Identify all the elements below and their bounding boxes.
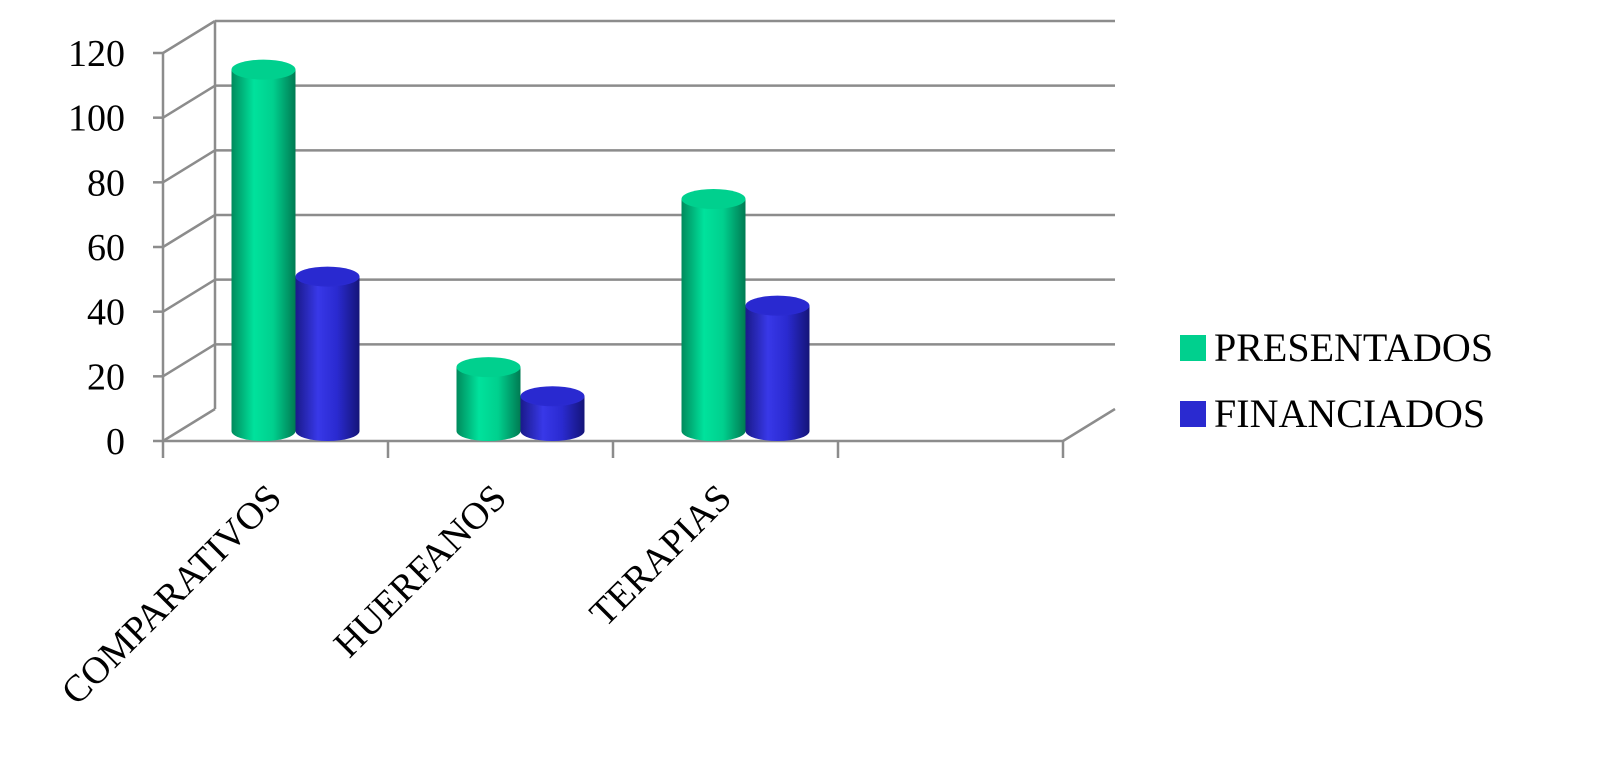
bar-presentados [456,357,521,442]
bar-top-highlight [747,297,808,315]
grid [162,19,1115,443]
y-tick-label: 20 [87,356,125,398]
bar-presentados [681,188,746,442]
legend-label: PRESENTADOS [1214,325,1493,370]
gridline-wall [162,84,216,119]
bar-top-highlight [233,61,294,79]
x-category-label: HUERFANOS [326,477,515,666]
y-tick-label: 40 [87,292,125,334]
x-category-label: COMPARATIVOS [54,477,290,713]
axes [153,21,1116,458]
bars [231,59,810,442]
bar-body [745,305,810,442]
bar-body [681,198,746,442]
bar-financiados [295,266,360,442]
bar-financiados [520,386,585,442]
gridline-wall [162,19,216,55]
y-tick-label: 0 [106,421,125,463]
bar-top-highlight [297,268,358,286]
y-tick-label: 80 [87,162,125,204]
y-tick-label: 120 [68,33,125,75]
y-tick-label: 100 [68,98,125,140]
bar-financiados [745,295,810,442]
gridline-wall [162,407,216,443]
y-tick-label: 60 [87,227,125,269]
legend: PRESENTADOS FINANCIADOS [1180,325,1493,436]
legend-swatch [1180,401,1206,427]
gridline-wall [162,343,216,378]
bar-top-highlight [683,190,744,208]
bar-presentados [231,59,296,442]
gridline-wall [162,213,216,249]
bar-body [456,367,521,442]
bar-body [520,396,585,442]
floor-edge [1062,407,1116,443]
gridline-wall [162,149,216,184]
bar-top-highlight [522,387,583,405]
gridline-wall [162,278,216,313]
x-axis-labels: COMPARATIVOS HUERFANOS TERAPIAS [54,477,740,713]
legend-label: FINANCIADOS [1214,391,1485,436]
legend-swatch [1180,335,1206,361]
bar-body [231,69,296,442]
bar-top-highlight [458,358,519,376]
y-axis-labels: 0 20 40 60 80 100 120 [68,33,125,463]
bar-body [295,276,360,442]
x-category-label: TERAPIAS [582,477,740,635]
